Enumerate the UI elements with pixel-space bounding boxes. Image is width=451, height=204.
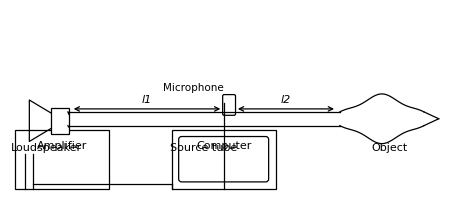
Text: Amplifier: Amplifier [37, 141, 87, 151]
FancyBboxPatch shape [223, 95, 235, 115]
Text: Source tube: Source tube [170, 143, 238, 153]
Text: Loudspeaker: Loudspeaker [10, 143, 82, 153]
Bar [51, 108, 69, 134]
Text: Microphone: Microphone [163, 83, 224, 93]
Bar [15, 130, 110, 189]
Text: Computer: Computer [196, 141, 251, 151]
Text: Object: Object [371, 143, 407, 153]
Text: l1: l1 [142, 95, 152, 105]
FancyBboxPatch shape [179, 136, 269, 182]
Text: l2: l2 [281, 95, 291, 105]
Bar [172, 130, 276, 189]
